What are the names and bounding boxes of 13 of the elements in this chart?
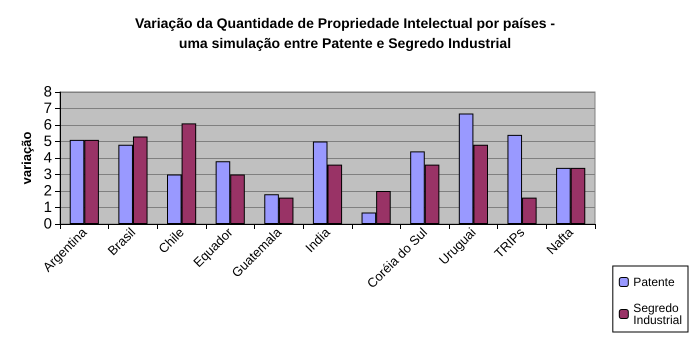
y-tick-label: 5 <box>44 133 52 150</box>
y-tick-label: 3 <box>44 166 52 183</box>
y-tick-label: 4 <box>44 150 52 166</box>
y-tick-label: 6 <box>44 116 52 134</box>
y-tick-label: 0 <box>44 216 52 232</box>
y-tick-label: 8 <box>44 84 52 100</box>
y-tick-label: 1 <box>44 199 52 216</box>
y-tick-label: 7 <box>44 100 52 117</box>
legend-label: Segredo Industrial <box>633 301 682 327</box>
chart-title: Variação da Quantidade de Propriedade Intelectual por países - uma simulação entre Patente e Segredo Industrial <box>134 15 556 51</box>
legend-label: Patente <box>633 275 675 289</box>
y-axis-title: variação <box>18 132 34 184</box>
y-tick-label: 2 <box>44 182 52 200</box>
